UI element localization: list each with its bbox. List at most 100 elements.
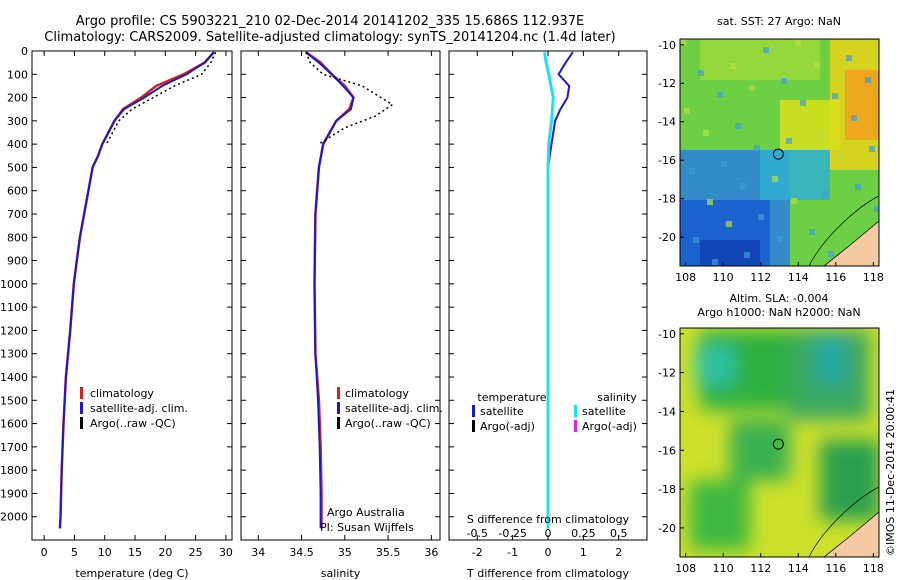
sst-pixel	[749, 85, 755, 91]
x-tick-label: 35	[338, 546, 352, 559]
map-frame	[679, 327, 880, 558]
map-y-tick-label: -10	[658, 328, 676, 341]
plot-frame	[240, 50, 441, 541]
map-y-tick-label: -16	[658, 154, 676, 167]
sst-map-field	[680, 39, 879, 266]
sst-pixel	[735, 123, 741, 129]
sst-pixel	[763, 47, 769, 53]
sst-pixel	[703, 130, 709, 136]
sst-pixel	[795, 40, 801, 46]
sst-pixel	[818, 131, 824, 137]
bathymetry-contour	[808, 195, 879, 266]
sst-pixel	[707, 199, 713, 205]
sst-map-title: sat. SST: 27 Argo: NaN	[717, 15, 841, 28]
map-y-tick-label: -16	[658, 444, 676, 457]
figure-title-line1: Argo profile: CS 5903221_210 02-Dec-2014…	[75, 14, 585, 29]
sla-map-subtitle: Argo h1000: NaN h2000: NaN	[697, 306, 860, 319]
sst-pixel	[744, 252, 750, 258]
y-tick-label: 1000	[0, 278, 28, 291]
sst-region	[760, 150, 830, 200]
sst-pixel	[855, 184, 861, 190]
y-tick-label: 900	[7, 255, 28, 268]
y-tick-label: 600	[7, 185, 28, 198]
sst-pixel	[832, 93, 838, 99]
x-tick-label: 15	[128, 546, 142, 559]
sst-pixel	[721, 161, 727, 167]
sst-pixel	[837, 153, 843, 159]
x-axis-label: salinity	[321, 567, 361, 580]
x-tick-label: 2	[615, 546, 622, 559]
sst-pixel	[777, 236, 783, 242]
legend-argo-swatch	[80, 417, 83, 429]
map-y-tick-label: -18	[658, 193, 676, 206]
land-mass	[823, 511, 879, 557]
y-tick-label: 100	[7, 68, 28, 81]
sst-pixel	[758, 214, 764, 220]
sst-pixel	[717, 92, 723, 98]
sla-region	[695, 345, 735, 385]
sst-pixel	[689, 168, 695, 174]
sla-map-title: Altim. SLA: -0.004	[729, 292, 828, 305]
x-axis-label: T difference from climatology	[466, 567, 629, 580]
x2-axis-label: S difference from climatology	[467, 513, 630, 526]
sst-pixel	[781, 78, 787, 84]
map-x-tick-label: 108	[675, 562, 696, 575]
imos-watermark: ©IMOS 11-Dec-2014 20:00:41	[884, 389, 897, 556]
y-tick-label: 1400	[0, 371, 28, 384]
annotation-line2: PI: Susan Wijffels	[320, 521, 414, 534]
legend-diff-label: Argo(-adj)	[582, 420, 637, 433]
legend-temperature-header: temperature	[477, 391, 546, 404]
sst-region	[845, 70, 879, 140]
x-axis-label: temperature (deg C)	[75, 567, 188, 580]
map-x-tick-label: 110	[713, 562, 734, 575]
x-tick-label: 36	[424, 546, 438, 559]
x2-tick-label: 0.5	[610, 527, 628, 540]
map-y-tick-label: -20	[658, 522, 676, 535]
sla-region	[690, 480, 750, 550]
x-tick-label: 34	[251, 546, 265, 559]
sla-map-field	[680, 328, 879, 557]
sst-pixel	[809, 229, 815, 235]
legend-satellite-label: satellite-adj. clim.	[90, 402, 188, 415]
legend-argo-label: Argo(..raw -QC)	[90, 417, 176, 430]
figure-title-line2: Climatology: CARS2009. Satellite-adjuste…	[44, 30, 616, 45]
legend-diff-swatch	[472, 405, 475, 417]
y-tick-label: 700	[7, 208, 28, 221]
x-tick-label: 0	[41, 546, 48, 559]
y-tick-label: 1700	[0, 441, 28, 454]
x-tick-label: -1	[507, 546, 518, 559]
map-y-tick-label: -12	[658, 367, 676, 380]
sst-pixel	[693, 237, 699, 243]
series-line-satellite-adj-clim-	[58, 51, 215, 529]
map-x-tick-label: 114	[788, 562, 809, 575]
legend-climatology-label: climatology	[90, 387, 154, 400]
argo-position-marker	[772, 148, 784, 160]
series-line-satellite-adj-clim-	[305, 51, 355, 529]
legend-diff-swatch	[574, 420, 577, 432]
sla-region	[730, 420, 790, 480]
sst-pixel	[754, 145, 760, 151]
x-tick-label: 0	[545, 546, 552, 559]
sst-region	[700, 40, 820, 80]
sst-pixel	[846, 55, 852, 61]
y-tick-label: 2000	[0, 511, 28, 524]
sst-pixel	[730, 63, 736, 69]
y-tick-label: 1800	[0, 464, 28, 477]
x-tick-label: 35.5	[376, 546, 401, 559]
sla-field-smooth	[690, 330, 879, 550]
sst-pixel	[865, 77, 871, 83]
legend-climatology-swatch	[337, 387, 340, 399]
sla-region	[815, 335, 845, 385]
sst-pixel	[726, 221, 732, 227]
map-y-tick-label: -10	[658, 39, 676, 52]
map-y-tick-label: -14	[658, 116, 676, 129]
argo-position-marker	[772, 438, 784, 450]
legend-diff-swatch	[574, 405, 577, 417]
x-tick-label: 1	[580, 546, 587, 559]
map-frame	[679, 38, 880, 267]
x-tick-label: 34.5	[289, 546, 314, 559]
x-tick-label: 5	[71, 546, 78, 559]
bathymetry-contour	[808, 486, 879, 557]
x2-tick-label: 0	[545, 527, 552, 540]
